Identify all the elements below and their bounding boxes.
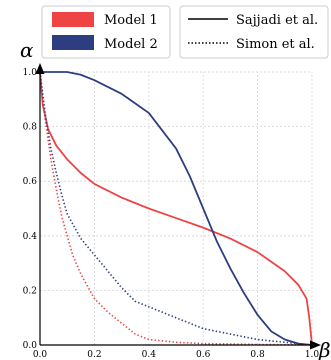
series-line-model-1-solid xyxy=(39,71,313,346)
legend-swatch-model2 xyxy=(52,35,94,50)
grid-lines xyxy=(40,71,313,345)
y-axis-arrow xyxy=(35,63,45,74)
y-tick-label: 1.0 xyxy=(23,68,38,78)
legend-label-model2: Model 2 xyxy=(104,37,158,52)
series-line-model-1-dotted xyxy=(39,71,313,346)
y-tick-label: 0.2 xyxy=(23,286,37,296)
y-tick-label: 0.4 xyxy=(23,232,38,242)
x-axis-label: β xyxy=(318,338,331,360)
tick-labels: 0.0 0.2 0.4 0.6 0.8 1.0 0.0 0.2 0.4 0.6 0.8 1.0 xyxy=(23,68,320,360)
series-line-model-2-dotted xyxy=(39,71,313,346)
legend-swatch-model1 xyxy=(52,12,94,27)
series-line-model-2-solid xyxy=(40,71,313,346)
x-axis-arrow xyxy=(310,340,321,350)
legend-label-sajjadi: Sajjadi et al. xyxy=(236,13,318,28)
x-tick-label: 0.8 xyxy=(250,350,265,360)
legend-methods: Sajjadi et al. Simon et al. xyxy=(179,5,329,59)
x-tick-label: 0.0 xyxy=(33,350,48,360)
legend-models: Model 1 Model 2 xyxy=(41,5,171,59)
series-lines xyxy=(39,71,313,346)
x-tick-label: 0.6 xyxy=(196,350,211,360)
x-tick-label: 0.2 xyxy=(87,350,101,360)
x-tick-label: 1.0 xyxy=(305,350,320,360)
legend-label-model1: Model 1 xyxy=(104,13,158,28)
y-tick-label: 0.0 xyxy=(23,341,38,351)
x-tick-label: 0.4 xyxy=(142,350,157,360)
y-tick-label: 0.8 xyxy=(23,123,38,133)
y-axis-label: α xyxy=(20,38,34,62)
legend-label-simon: Simon et al. xyxy=(236,37,315,52)
y-tick-label: 0.6 xyxy=(23,177,38,187)
